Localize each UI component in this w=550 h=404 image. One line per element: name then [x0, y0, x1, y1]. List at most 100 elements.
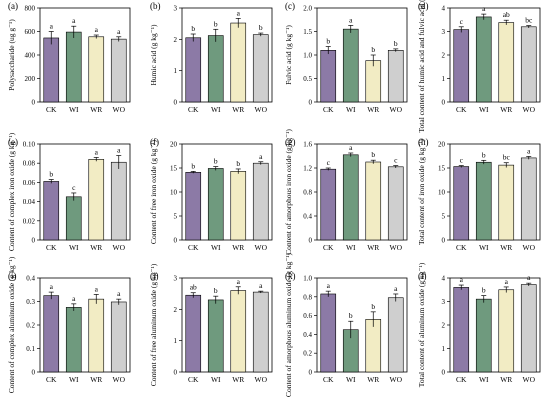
bar-wi — [342, 28, 359, 103]
y-tick-label: 0.08 — [23, 160, 36, 168]
panel-g: (g) 0 0.4 0.8 1.2 1.6 Content of amorphous iro… — [284, 129, 408, 255]
y-tick-label: 0.8 — [303, 189, 312, 197]
significance-letter: a — [95, 284, 99, 293]
y-tick-label: 2.0 — [303, 5, 312, 13]
x-tick-label: WO — [113, 105, 126, 114]
bar-ck — [320, 293, 337, 373]
x-tick-label: WI — [346, 375, 356, 384]
x-tick-label: WR — [367, 243, 379, 252]
bar-wi — [475, 298, 492, 373]
x-tick-label: WO — [255, 105, 268, 114]
significance-letter: ab — [503, 10, 510, 19]
y-tick-label: 0 — [174, 99, 178, 107]
panel-label: (a) — [8, 1, 18, 11]
y-tick-label: 0.04 — [23, 198, 36, 206]
panel-d: (d) 0 1 2 3 4 Total content of humic acid and … — [417, 0, 541, 133]
significance-letter: a — [95, 147, 99, 156]
panel-j: (j) 0 1 2 3 Content of free aluminum oxide (g… — [149, 263, 273, 386]
significance-letter: a — [259, 152, 263, 161]
significance-letter: a — [95, 25, 99, 34]
significance-letter: a — [117, 146, 121, 155]
bar-wi — [207, 35, 224, 103]
panel-label: (j) — [150, 271, 159, 281]
bar-ck — [320, 49, 337, 103]
significance-letter: b — [191, 24, 195, 33]
bar-wo — [520, 26, 537, 103]
y-tick-label: 0.10 — [23, 141, 36, 149]
y-tick-label: 0 — [442, 369, 446, 377]
y-tick-label: 0 — [309, 99, 313, 107]
significance-letter: b — [49, 170, 53, 179]
bar-wr — [498, 289, 515, 373]
x-tick-label: WO — [523, 375, 536, 384]
x-tick-label: WO — [255, 375, 268, 384]
bar-ck — [43, 295, 60, 373]
y-tick-label: 1.6 — [303, 141, 312, 149]
y-tick-label: 4 — [442, 5, 446, 13]
bar-ck — [185, 294, 202, 373]
bar-ck — [185, 37, 202, 103]
significance-letter: a — [482, 4, 486, 13]
y-axis-label: Total content of aluminum oxide (g kg⁻¹) — [417, 262, 426, 387]
panel-b: (b) 0 1 2 3 Humic acid (g kg⁻¹) b CK b WI a WR b WO — [149, 1, 273, 114]
x-tick-label: WR — [500, 375, 512, 384]
y-tick-label: 0.3 — [26, 298, 35, 306]
panel-label: (g) — [285, 137, 296, 147]
y-axis-label: Total content of humic acid and fulvic a… — [417, 0, 426, 133]
y-tick-label: 1 — [442, 75, 446, 83]
significance-letter: b — [371, 45, 375, 54]
significance-letter: c — [460, 156, 464, 165]
y-tick-label: 15 — [438, 165, 446, 173]
y-tick-label: 0 — [174, 237, 178, 245]
y-tick-label: 1.0 — [303, 275, 312, 283]
significance-letter: a — [349, 15, 353, 24]
significance-letter: a — [460, 275, 464, 284]
bar-wr — [88, 298, 105, 373]
significance-letter: b — [214, 157, 218, 166]
bar-wi — [475, 16, 492, 103]
x-tick-label: CK — [323, 375, 334, 384]
plot-frame — [181, 7, 273, 103]
x-tick-label: WI — [69, 375, 79, 384]
plot-frame — [39, 143, 131, 241]
x-tick-label: WO — [390, 375, 403, 384]
x-tick-label: WO — [523, 243, 536, 252]
significance-letter: c — [394, 156, 398, 165]
x-tick-label: WO — [523, 105, 536, 114]
bar-wo — [252, 162, 269, 241]
significance-letter: a — [527, 146, 531, 155]
bar-wi — [207, 168, 224, 241]
bar-ck — [453, 29, 470, 103]
x-tick-label: WR — [232, 105, 244, 114]
significance-letter: c — [72, 183, 76, 192]
significance-letter: a — [527, 273, 531, 282]
bar-wi — [207, 299, 224, 373]
x-tick-label: CK — [46, 105, 57, 114]
panel-i: (i) 0 0.1 0.2 0.3 0.4 Content of complex alumi… — [7, 256, 131, 393]
y-axis-label: Fulvic acid (g kg⁻¹) — [284, 25, 293, 85]
bar-wi — [65, 307, 82, 373]
y-tick-label: 1 — [174, 67, 178, 75]
y-tick-label: 20 — [438, 141, 446, 149]
x-tick-label: WR — [367, 105, 379, 114]
x-tick-label: WI — [479, 105, 489, 114]
y-tick-label: 1.5 — [303, 28, 312, 36]
y-tick-label: 3 — [442, 28, 446, 36]
y-axis-label: Content of amorphous aluminum oxide (g k… — [284, 252, 293, 397]
y-tick-label: 0.06 — [23, 179, 36, 187]
significance-letter: a — [237, 8, 241, 17]
y-tick-label: 10 — [438, 189, 446, 197]
panel-f: (f) 0 5 10 15 20 Content of free iron oxide (g… — [149, 137, 273, 252]
y-tick-label: 15 — [170, 165, 178, 173]
significance-letter: bc — [503, 153, 511, 162]
bar-wi — [65, 196, 82, 241]
panel-label: (b) — [150, 1, 161, 11]
y-tick-label: 0 — [442, 99, 446, 107]
bar-wi — [65, 31, 82, 103]
bar-ck — [320, 168, 337, 241]
bar-wr — [230, 22, 247, 103]
significance-letter: b — [236, 159, 240, 168]
x-tick-label: WR — [90, 105, 102, 114]
bar-wi — [475, 161, 492, 241]
